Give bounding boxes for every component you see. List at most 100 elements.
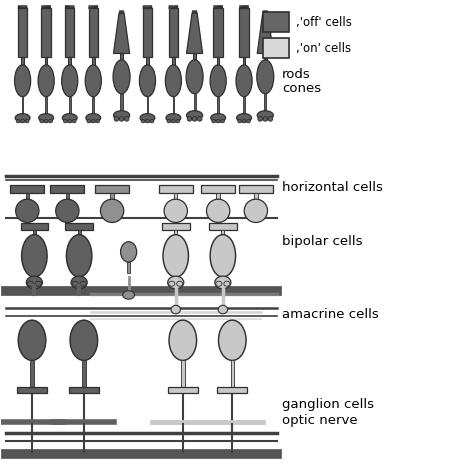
- Ellipse shape: [176, 119, 180, 123]
- Ellipse shape: [218, 305, 228, 314]
- Polygon shape: [42, 5, 43, 9]
- Ellipse shape: [15, 114, 30, 122]
- Polygon shape: [217, 97, 219, 114]
- Polygon shape: [149, 5, 150, 9]
- Ellipse shape: [96, 119, 100, 123]
- Ellipse shape: [36, 281, 41, 286]
- Polygon shape: [92, 97, 94, 114]
- Ellipse shape: [244, 199, 267, 222]
- Polygon shape: [67, 5, 68, 9]
- Polygon shape: [50, 5, 51, 9]
- Ellipse shape: [187, 111, 203, 120]
- Polygon shape: [230, 360, 234, 387]
- Ellipse shape: [86, 114, 100, 122]
- Polygon shape: [193, 94, 196, 111]
- Polygon shape: [264, 10, 265, 13]
- Ellipse shape: [70, 320, 98, 360]
- Ellipse shape: [169, 320, 197, 360]
- Polygon shape: [82, 360, 85, 387]
- Ellipse shape: [212, 119, 216, 123]
- Polygon shape: [214, 5, 215, 9]
- Ellipse shape: [187, 117, 191, 121]
- Bar: [168, 387, 198, 393]
- Ellipse shape: [216, 119, 220, 123]
- Polygon shape: [267, 10, 268, 13]
- Ellipse shape: [100, 199, 124, 222]
- Polygon shape: [70, 5, 71, 9]
- Polygon shape: [68, 5, 69, 9]
- Polygon shape: [173, 5, 174, 9]
- Ellipse shape: [27, 276, 43, 289]
- Polygon shape: [196, 10, 197, 13]
- Ellipse shape: [146, 119, 149, 123]
- Polygon shape: [220, 5, 221, 9]
- Polygon shape: [181, 360, 184, 387]
- Bar: [159, 185, 193, 193]
- Polygon shape: [95, 5, 96, 9]
- Ellipse shape: [80, 281, 86, 286]
- Ellipse shape: [22, 235, 47, 277]
- Ellipse shape: [186, 60, 203, 94]
- Polygon shape: [146, 57, 149, 65]
- Ellipse shape: [172, 119, 175, 123]
- Polygon shape: [239, 5, 240, 9]
- Polygon shape: [47, 5, 48, 9]
- Polygon shape: [65, 9, 74, 57]
- Ellipse shape: [71, 276, 87, 289]
- Polygon shape: [69, 97, 71, 114]
- Polygon shape: [66, 193, 69, 199]
- Polygon shape: [128, 262, 130, 273]
- Bar: [50, 185, 84, 193]
- Polygon shape: [243, 97, 245, 114]
- Polygon shape: [217, 57, 219, 65]
- Polygon shape: [181, 320, 184, 324]
- Polygon shape: [33, 229, 36, 235]
- Polygon shape: [22, 97, 23, 114]
- Polygon shape: [82, 320, 85, 324]
- Polygon shape: [96, 5, 97, 9]
- Polygon shape: [26, 193, 29, 199]
- Ellipse shape: [91, 119, 95, 123]
- Bar: [95, 185, 129, 193]
- Ellipse shape: [219, 320, 246, 360]
- Polygon shape: [221, 229, 224, 235]
- Polygon shape: [146, 97, 148, 114]
- Polygon shape: [174, 276, 177, 277]
- Polygon shape: [30, 320, 34, 324]
- Ellipse shape: [64, 119, 67, 123]
- Ellipse shape: [68, 119, 72, 123]
- Ellipse shape: [39, 114, 54, 122]
- Text: horizontal cells: horizontal cells: [282, 181, 383, 194]
- Polygon shape: [46, 97, 47, 114]
- Polygon shape: [217, 193, 220, 199]
- Ellipse shape: [238, 119, 241, 123]
- Ellipse shape: [38, 65, 54, 97]
- Ellipse shape: [192, 117, 197, 121]
- Ellipse shape: [210, 235, 236, 277]
- Polygon shape: [246, 5, 247, 9]
- Ellipse shape: [237, 114, 252, 122]
- Polygon shape: [266, 10, 267, 13]
- Polygon shape: [92, 57, 94, 65]
- Polygon shape: [22, 5, 23, 9]
- Polygon shape: [213, 5, 214, 9]
- Polygon shape: [248, 5, 249, 9]
- Text: amacrine cells: amacrine cells: [282, 308, 379, 321]
- Polygon shape: [19, 5, 20, 9]
- Polygon shape: [243, 57, 246, 65]
- Polygon shape: [18, 5, 19, 9]
- Polygon shape: [175, 5, 176, 9]
- Polygon shape: [120, 94, 123, 111]
- Polygon shape: [243, 5, 244, 9]
- Polygon shape: [71, 5, 72, 9]
- Polygon shape: [195, 10, 196, 13]
- Polygon shape: [65, 5, 66, 9]
- Ellipse shape: [169, 281, 175, 286]
- Polygon shape: [91, 5, 92, 9]
- Polygon shape: [119, 10, 120, 13]
- Polygon shape: [21, 5, 22, 9]
- Ellipse shape: [21, 119, 25, 123]
- Ellipse shape: [167, 119, 171, 123]
- Polygon shape: [230, 320, 234, 324]
- Ellipse shape: [163, 235, 189, 277]
